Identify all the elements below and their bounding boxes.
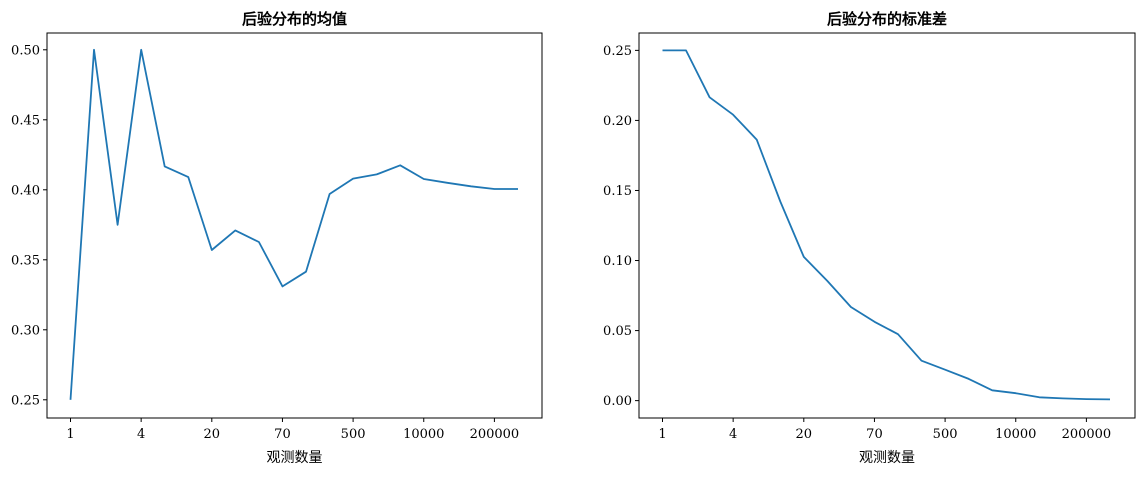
std-chart-y-tick-label: 0.20 bbox=[603, 114, 632, 129]
mean-chart-x-axis-label: 观测数量 bbox=[267, 450, 323, 466]
mean-chart-x-tick-label: 500 bbox=[341, 427, 366, 442]
std-chart-title: 后验分布的标准差 bbox=[827, 10, 947, 28]
std-chart-x-tick-label: 10000 bbox=[995, 427, 1036, 442]
std-chart-x-tick-label: 200000 bbox=[1062, 427, 1112, 442]
mean-chart-x-tick-label: 10000 bbox=[403, 427, 444, 442]
mean-chart-title: 后验分布的均值 bbox=[242, 10, 347, 28]
mean-chart-x-tick-label: 20 bbox=[204, 427, 221, 442]
std-chart-x-tick-label: 20 bbox=[796, 427, 813, 442]
mean-chart-panel: 后验分布的均值 观测数量 1 4 20 70 500 10000 200000 0.25 0.… bbox=[11, 10, 543, 466]
mean-chart-axes-frame bbox=[46, 32, 543, 419]
std-chart-x-tick-label: 4 bbox=[729, 427, 737, 442]
std-chart-y-tick-label: 0.00 bbox=[603, 394, 632, 409]
std-chart-x-tick-label: 70 bbox=[866, 427, 883, 442]
mean-chart-y-tick-label: 0.35 bbox=[11, 253, 40, 268]
mean-chart-x-tick-label: 4 bbox=[137, 427, 145, 442]
mean-chart-x-tick-label: 200000 bbox=[470, 427, 520, 442]
std-chart-x-tick-label: 1 bbox=[658, 427, 666, 442]
std-chart-y-tick-label: 0.25 bbox=[603, 44, 632, 59]
mean-chart-y-tick-label: 0.50 bbox=[11, 43, 40, 58]
std-chart-y-tick-label: 0.05 bbox=[603, 324, 632, 339]
mean-chart-x-tick-label: 70 bbox=[274, 427, 291, 442]
std-chart-x-axis-label: 观测数量 bbox=[859, 450, 915, 466]
std-chart-series-line bbox=[662, 49, 1111, 401]
mean-chart-y-tick-label: 0.30 bbox=[11, 323, 40, 338]
std-chart-axes-frame bbox=[638, 32, 1136, 419]
std-chart-y-tick-label: 0.15 bbox=[603, 184, 632, 199]
std-chart-panel: 后验分布的标准差 观测数量 1 4 20 70 500 10000 200000 0.00 0… bbox=[603, 10, 1136, 466]
mean-chart-y-tick-label: 0.45 bbox=[11, 113, 40, 128]
mean-chart-x-tick-label: 1 bbox=[66, 427, 74, 442]
std-chart-y-tick-label: 0.10 bbox=[603, 254, 632, 269]
mean-chart-y-tick-label: 0.25 bbox=[11, 393, 40, 408]
std-chart-x-tick-label: 500 bbox=[933, 427, 958, 442]
mean-chart-y-tick-label: 0.40 bbox=[11, 183, 40, 198]
mean-chart-series-line bbox=[69, 48, 518, 400]
